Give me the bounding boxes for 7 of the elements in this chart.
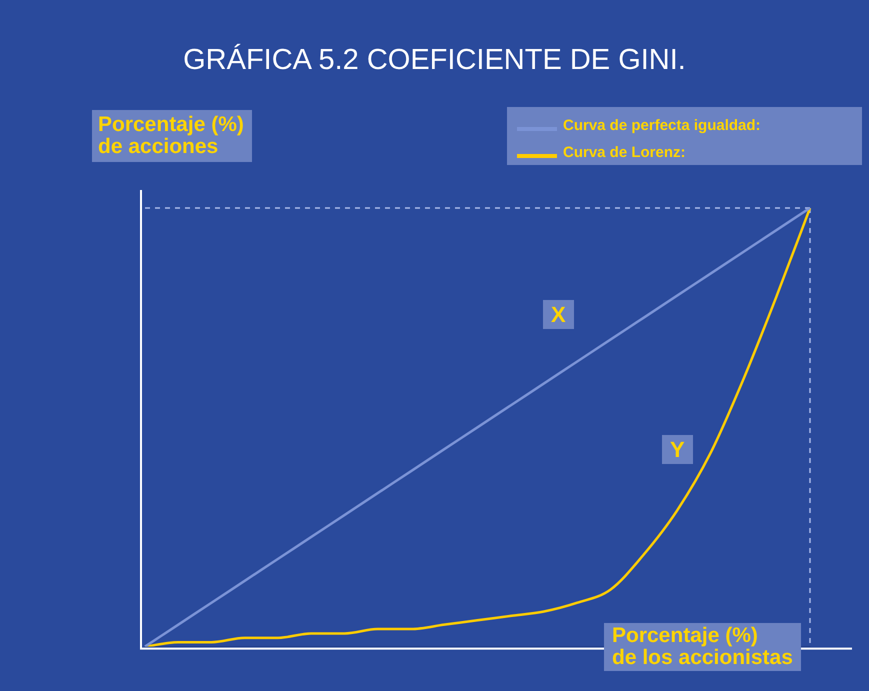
- y-axis-title: Porcentaje (%) de acciones: [92, 110, 252, 162]
- annotation: X: [543, 300, 574, 330]
- x-axis-title: Porcentaje (%) de los accionistas: [604, 623, 801, 672]
- annotation: Y: [662, 435, 693, 464]
- legend-label: Curva de perfecta igualdad:: [563, 117, 761, 134]
- chart-title: GRÁFICA 5.2 COEFICIENTE DE GINI.: [182, 44, 687, 77]
- legend-label: Curva de Lorenz:: [563, 144, 686, 161]
